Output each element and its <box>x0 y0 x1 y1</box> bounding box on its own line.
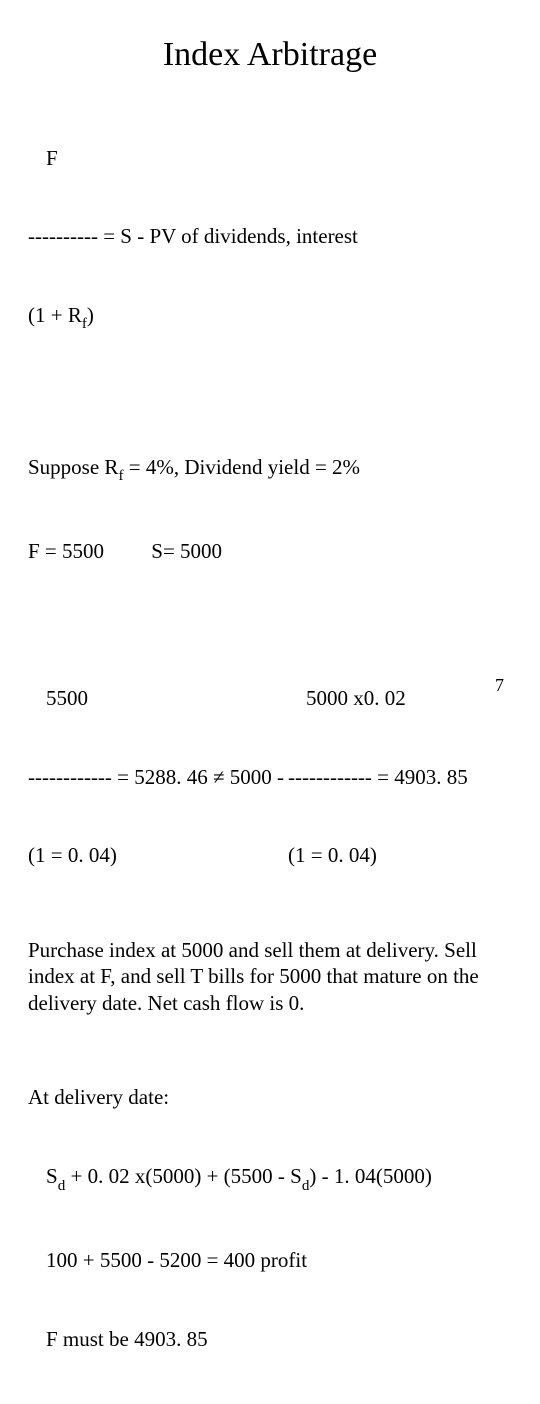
formula-numerator: F <box>28 145 512 171</box>
sub-d-1: d <box>58 1178 66 1194</box>
page-number: 7 <box>495 675 504 696</box>
formula-block: F ---------- = S - PV of dividends, inte… <box>28 92 512 386</box>
calc-block: 5500 5000 x0. 02 ------------ = 5288. 46… <box>28 632 512 921</box>
calc-row-den: (1 = 0. 04) (1 = 0. 04) <box>28 842 512 868</box>
delivery-line1: Sd + 0. 02 x(5000) + (5500 - Sd) - 1. 04… <box>28 1163 512 1194</box>
formula-rhs: = S - PV of dividends, interest <box>98 224 358 248</box>
slide-page: Index Arbitrage F ---------- = S - PV of… <box>0 0 540 720</box>
delivery-block: At delivery date: Sd + 0. 02 x(5000) + (… <box>28 1032 512 1404</box>
strategy-text: Purchase index at 5000 and sell them at … <box>28 937 512 1016</box>
calc-right-num: 5000 x0. 02 <box>306 685 406 711</box>
sub-f: f <box>82 316 87 332</box>
calc-left-num: 5500 <box>28 685 306 711</box>
neq-symbol: ≠ <box>213 765 225 789</box>
calc-row-num: 5500 5000 x0. 02 <box>28 685 512 711</box>
calc-right-den: (1 = 0. 04) <box>288 842 377 868</box>
calc-left-den: (1 = 0. 04) <box>28 842 288 868</box>
page-title: Index Arbitrage <box>28 36 512 74</box>
delivery-line3: F must be 4903. 85 <box>28 1326 512 1352</box>
suppose-block: Suppose Rf = 4%, Dividend yield = 2% F =… <box>28 402 512 617</box>
formula-denominator: (1 + Rf) <box>28 302 512 333</box>
formula-midline: ---------- = S - PV of dividends, intere… <box>28 223 512 249</box>
delivery-line2: 100 + 5500 - 5200 = 400 profit <box>28 1247 512 1273</box>
calc-row-mid: ------------ = 5288. 46 ≠ 5000 - -------… <box>28 764 512 790</box>
sub-f-2: f <box>118 468 123 484</box>
sub-d-2: d <box>302 1178 310 1194</box>
calc-left-mid: ------------ = 5288. 46 ≠ 5000 - <box>28 764 288 790</box>
delivery-heading: At delivery date: <box>28 1084 512 1110</box>
suppose-line1: Suppose Rf = 4%, Dividend yield = 2% <box>28 454 512 485</box>
calc-right-mid: ------------ = 4903. 85 <box>288 764 468 790</box>
suppose-line2: F = 5500 S= 5000 <box>28 538 512 564</box>
formula-dashes: ---------- <box>28 224 98 248</box>
